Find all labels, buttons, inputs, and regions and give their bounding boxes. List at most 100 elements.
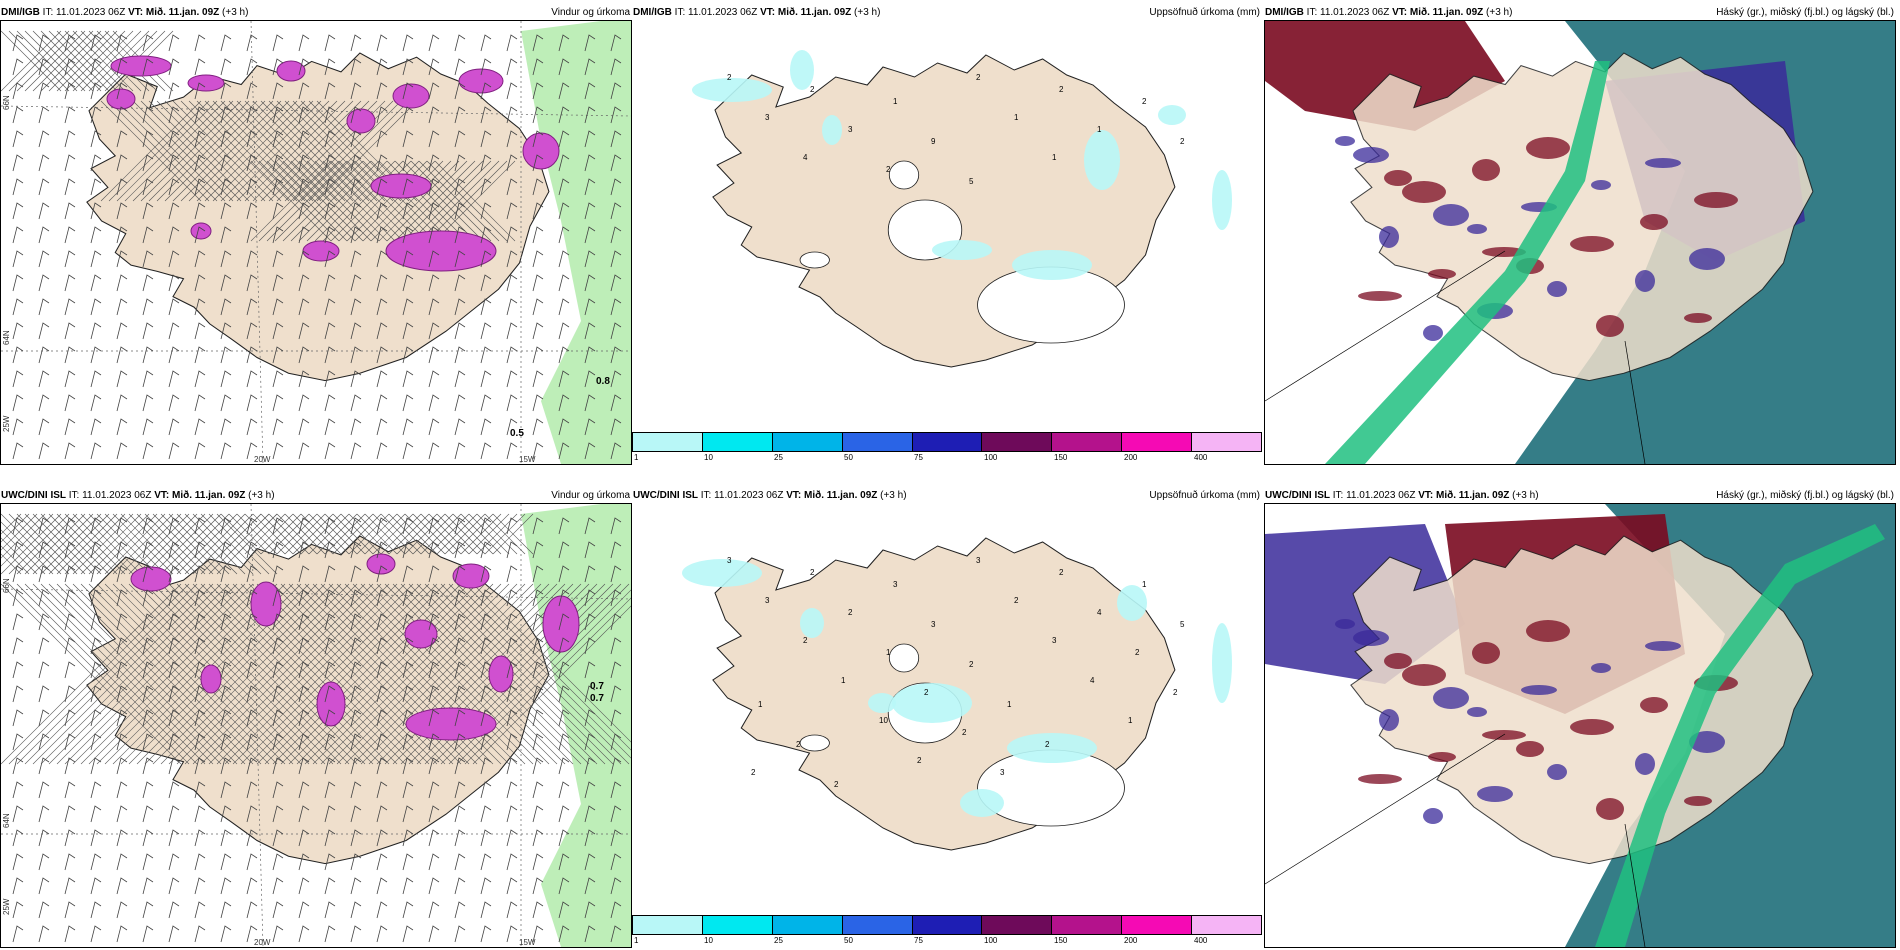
wind-barb: [454, 733, 466, 751]
wind-barb: [298, 34, 310, 52]
map-svg: 3 2 3 3 2 1 3 2 3 2 4 5 2 1 2 3 2 1 1 2 1 4 2 2 10 2 2 1 2 2 2 3: [682, 537, 1232, 851]
wind-barb: [246, 733, 258, 751]
wind-barb: [454, 202, 466, 220]
wind-barb: [402, 202, 414, 220]
wind-barb: [402, 394, 414, 412]
wind-barb: [402, 613, 414, 631]
wind-barb: [584, 346, 596, 364]
colorbar-cell: [1192, 433, 1262, 451]
wind-barb: [376, 757, 388, 775]
wind-barb: [428, 733, 440, 751]
init-time: IT: 11.01.2023 06Z: [1332, 490, 1416, 501]
wind-barb: [38, 154, 50, 172]
wind-barb: [142, 589, 154, 607]
wind-barb: [584, 589, 596, 607]
wind-barb: [610, 202, 622, 220]
wind-barb: [558, 685, 570, 703]
valid-label: VT:: [760, 7, 776, 18]
map-svg: [1, 504, 631, 947]
wind-barb: [298, 106, 310, 124]
cloud-patch: [1547, 281, 1567, 297]
wind-barb: [454, 685, 466, 703]
wind-barb: [90, 613, 102, 631]
wind-barb: [272, 565, 284, 583]
wind-barb: [402, 298, 414, 316]
wind-barb: [532, 565, 544, 583]
wind-barb: [428, 781, 440, 799]
wind-barb: [428, 685, 440, 703]
wind-barb: [116, 250, 128, 268]
wind-barb: [558, 709, 570, 727]
wind-barb: [12, 154, 24, 172]
wind-barb: [246, 154, 258, 172]
wind-barb: [610, 178, 622, 196]
wind-barb: [506, 829, 518, 847]
wind-barb: [532, 781, 544, 799]
wind-barb: [324, 130, 336, 148]
wind-barb: [376, 394, 388, 412]
wind-barb: [506, 661, 518, 679]
wind-barb: [168, 541, 180, 559]
wind-barb: [428, 757, 440, 775]
wind-barb: [610, 925, 622, 943]
wind-barb: [194, 877, 206, 895]
panel-header: UWC/DINI ISL IT: 11.01.2023 06Z VT: Mið.…: [1264, 483, 1896, 503]
init-time: IT: 11.01.2023 06Z: [42, 7, 126, 18]
wind-barb: [584, 130, 596, 148]
wind-barb: [376, 370, 388, 388]
wind-barb: [194, 613, 206, 631]
wind-barb: [194, 130, 206, 148]
wind-barb: [246, 757, 258, 775]
wind-barb: [610, 853, 622, 871]
wind-barb: [376, 58, 388, 76]
wind-barb: [350, 517, 362, 535]
accum-precip-map: 2 2 1 2 2 2 3 3 9 1 1 2 4 2 5 1: [632, 20, 1262, 432]
wind-barb: [402, 685, 414, 703]
wind-barb: [116, 34, 128, 52]
wind-barb: [116, 370, 128, 388]
wind-barb: [532, 226, 544, 244]
wind-barb: [428, 853, 440, 871]
wind-barb: [402, 226, 414, 244]
rain-area: [521, 21, 631, 464]
wind-barb: [480, 442, 492, 460]
precip-value: 3: [893, 580, 898, 589]
wind-barb: [272, 346, 284, 364]
hatch-line: [316, 100, 418, 202]
wind-barb: [168, 82, 180, 100]
wind-barb: [168, 202, 180, 220]
glacier: [799, 251, 830, 269]
wind-barb: [142, 925, 154, 943]
hatch-line: [412, 513, 454, 555]
precip-area: [790, 50, 814, 90]
wind-barb: [194, 685, 206, 703]
wind-barb: [610, 517, 622, 535]
colorbar-cell: [633, 916, 703, 934]
wind-barb: [38, 250, 50, 268]
wind-barb: [558, 394, 570, 412]
cloud-patch: [1547, 764, 1567, 780]
wind-value-b: 0.8: [596, 376, 610, 387]
wind-barb: [454, 34, 466, 52]
wind-barb: [454, 613, 466, 631]
cloud-patch: [1689, 248, 1725, 270]
wind-barb: [428, 709, 440, 727]
wind-barb: [298, 661, 310, 679]
wind-barb: [142, 613, 154, 631]
wind-value-a: 0.5: [510, 428, 524, 439]
wind-barb: [298, 274, 310, 292]
wind-barb: [402, 877, 414, 895]
wind-barb: [350, 154, 362, 172]
wind-barb: [402, 925, 414, 943]
wind-barb: [168, 370, 180, 388]
wind-barb: [428, 370, 440, 388]
precip-value: 2: [810, 85, 815, 94]
hatch-line: [80, 30, 142, 92]
model-name: UWC/DINI ISL: [633, 490, 698, 501]
wind-barb: [12, 178, 24, 196]
lead-time: (+3 h): [222, 7, 249, 18]
wind-barb: [194, 661, 206, 679]
cloud-patch: [1423, 325, 1443, 341]
wind-barb: [506, 877, 518, 895]
wind-barb: [298, 154, 310, 172]
